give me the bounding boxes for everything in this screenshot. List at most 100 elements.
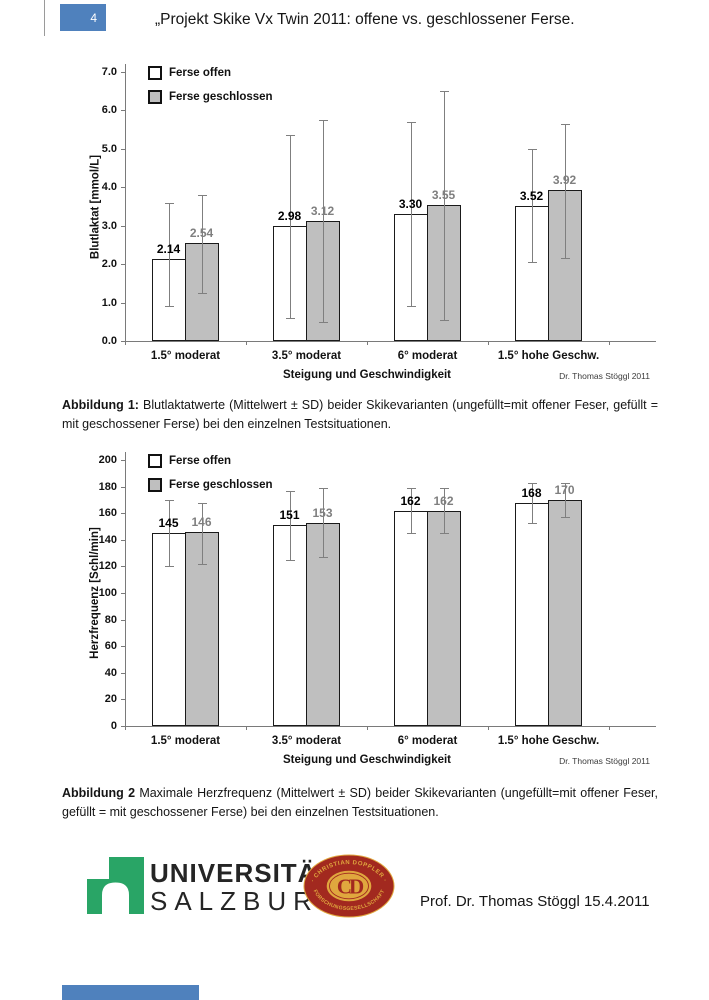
error-bar-cap-top <box>527 482 537 484</box>
footer-signature: Prof. Dr. Thomas Stöggl 15.4.2011 <box>420 893 650 910</box>
error-bar-cap-bottom <box>318 557 328 559</box>
error-bar-cap-bottom <box>318 321 328 323</box>
bar-value-label: 3.92 <box>552 173 577 188</box>
page-number: 4 <box>90 10 97 25</box>
error-bar-cap-bottom <box>560 258 570 260</box>
x-axis-line <box>124 726 656 727</box>
error-bar-cap-top <box>439 487 449 489</box>
y-tick-label: 5.0 <box>101 142 117 155</box>
legend-label: Ferse geschlossen <box>169 479 273 491</box>
page-number-badge: 4 <box>60 4 106 31</box>
error-bar-line <box>201 502 203 564</box>
y-tick-label: 0.0 <box>101 335 117 347</box>
figure2-caption: Abbildung 2 Maximale Herzfrequenz (Mitte… <box>62 784 658 822</box>
error-bar-line <box>443 487 445 534</box>
error-bar-cap-bottom <box>164 306 174 308</box>
legend-swatch-offen <box>148 454 162 468</box>
bar-value-label: 3.12 <box>310 204 335 219</box>
error-bar-cap-top <box>560 123 570 125</box>
cd-logo-monogram: CD <box>337 875 364 899</box>
error-bar-cap-top <box>406 121 416 123</box>
error-bar-cap-bottom <box>439 319 449 321</box>
y-tick-mark <box>121 646 125 648</box>
error-bar-cap-top <box>197 194 207 196</box>
legend-row: Ferse geschlossen <box>148 478 273 492</box>
error-bar-cap-top <box>406 487 416 489</box>
error-bar-cap-bottom <box>285 559 295 561</box>
x-tick-mark <box>609 726 610 730</box>
y-tick-mark <box>121 539 125 541</box>
figure2-caption-label: Abbildung 2 <box>62 786 136 800</box>
category-label: 6° moderat <box>397 735 458 747</box>
y-tick-mark <box>121 513 125 515</box>
x-tick-mark <box>488 726 489 730</box>
error-bar-cap-top <box>164 202 174 204</box>
bar-value-label: 3.55 <box>431 187 456 202</box>
bar-ferse-geschlossen <box>547 499 582 726</box>
figure1-caption-label: Abbildung 1: <box>62 398 139 412</box>
error-bar-line <box>322 487 324 558</box>
bar-value-label: 162 <box>400 493 421 508</box>
heart-rate-bar-chart: 0 20 40 60 80 100 120 140 160 180 200 145 151 162 168 1… <box>85 446 691 791</box>
error-bar-cap-top <box>439 91 449 93</box>
error-bar-line <box>410 487 412 534</box>
x-tick-mark <box>609 341 610 345</box>
bar-value-label: 2.54 <box>189 226 214 241</box>
x-tick-mark <box>367 341 368 345</box>
figure2-caption-text: Maximale Herzfrequenz (Mittelwert ± SD) … <box>62 786 658 819</box>
category-label: 1.5° moderat <box>150 735 221 747</box>
y-tick-mark <box>121 264 125 266</box>
y-tick-mark <box>121 726 125 727</box>
y-tick-label: 1.0 <box>101 296 117 309</box>
y-axis-title: Herzfrequenz [Schl/min] <box>89 527 101 659</box>
bar-value-label: 2.98 <box>277 209 302 224</box>
y-tick-label: 4.0 <box>101 181 117 194</box>
legend-swatch-geschlossen <box>148 478 162 492</box>
legend-swatch-offen <box>148 66 162 80</box>
y-tick-mark <box>121 148 125 150</box>
error-bar-line <box>564 123 566 259</box>
category-label: 1.5° hohe Geschw. <box>497 350 600 362</box>
y-tick-mark <box>121 699 125 701</box>
y-tick-mark <box>121 110 125 112</box>
legend-row: Ferse geschlossen <box>148 90 273 104</box>
y-tick-label: 140 <box>98 533 117 546</box>
category-label: 1.5° moderat <box>150 350 221 362</box>
figure1-caption-text: Blutlaktatwerte (Mittelwert ± SD) beider… <box>62 398 659 431</box>
bar-value-label: 151 <box>279 508 300 523</box>
document-title: „Projekt Skike Vx Twin 2011: offene vs. … <box>155 11 575 28</box>
category-label: 3.5° moderat <box>271 735 342 747</box>
chart-credit: Dr. Thomas Stöggl 2011 <box>559 756 650 766</box>
error-bar-line <box>289 135 291 318</box>
christian-doppler-logo: · CHRISTIAN DOPPLER · FORSCHUNGSGESELLSC… <box>303 854 395 918</box>
error-bar-cap-bottom <box>406 533 416 535</box>
x-tick-mark <box>367 726 368 730</box>
y-tick-mark <box>121 566 125 568</box>
legend-row: Ferse offen <box>148 454 231 468</box>
error-bar-cap-bottom <box>527 522 537 524</box>
y-tick-label: 200 <box>98 454 117 466</box>
error-bar-line <box>168 202 170 307</box>
legend-label: Ferse offen <box>169 455 231 467</box>
bar-value-label: 3.52 <box>519 188 544 203</box>
x-tick-mark <box>246 341 247 345</box>
legend-swatch-geschlossen <box>148 90 162 104</box>
bar-value-label: 170 <box>554 482 575 497</box>
error-bar-line <box>443 91 445 320</box>
error-bar-line <box>289 490 291 560</box>
y-tick-label: 0 <box>110 720 117 732</box>
university-salzburg-icon <box>87 857 144 914</box>
x-axis-title: Steigung und Geschwindigkeit <box>282 754 452 766</box>
error-bar-cap-top <box>318 120 328 122</box>
footer-accent-bar <box>62 985 199 1000</box>
y-tick-mark <box>121 619 125 621</box>
error-bar-cap-top <box>285 135 295 137</box>
x-tick-mark <box>488 341 489 345</box>
bar-value-label: 146 <box>191 514 212 529</box>
y-tick-mark <box>121 486 125 488</box>
error-bar-line <box>168 499 170 567</box>
error-bar-cap-top <box>560 482 570 484</box>
error-bar-cap-bottom <box>285 317 295 319</box>
error-bar-cap-bottom <box>527 262 537 264</box>
